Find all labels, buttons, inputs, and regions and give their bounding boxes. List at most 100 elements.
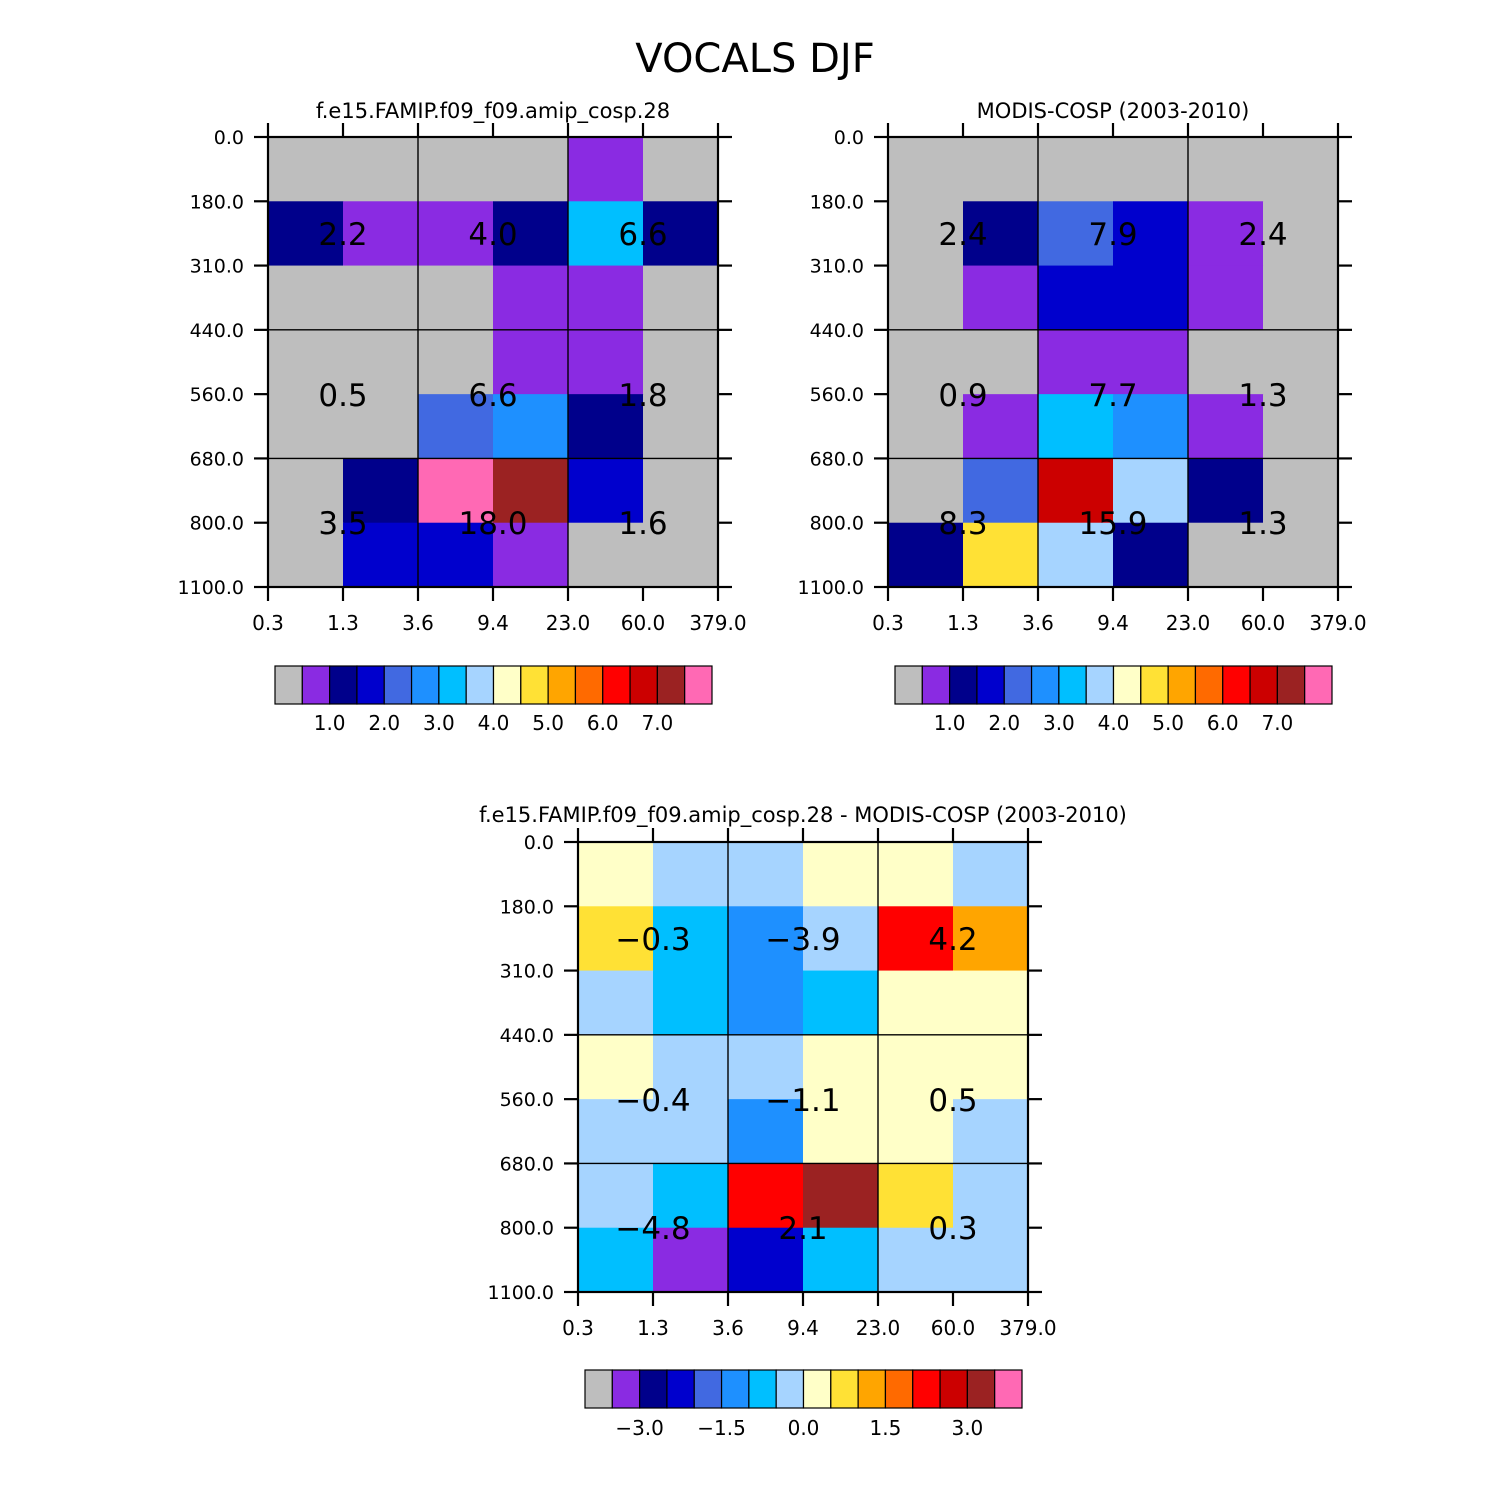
heatmap-cell <box>1113 265 1189 331</box>
heatmap-cell <box>653 1034 729 1100</box>
heatmap-cell <box>1263 394 1339 459</box>
colorbar-box <box>949 665 978 705</box>
block-value-label: 15.9 <box>1078 506 1147 542</box>
heatmap-cell <box>568 137 644 202</box>
heatmap-cell <box>568 201 644 267</box>
block-value-label: 1.3 <box>1238 378 1287 414</box>
block-value-label: 8.3 <box>938 506 987 542</box>
heatmap-cell <box>643 137 719 202</box>
heatmap-cell <box>878 1034 954 1100</box>
y-tick-label: 180.0 <box>500 896 554 918</box>
heatmap-cell <box>963 329 1039 395</box>
heatmap-cell <box>418 265 494 331</box>
colorbar-box <box>1276 665 1306 705</box>
heatmap-cell <box>878 1099 954 1164</box>
heatmap-cell <box>1263 458 1339 524</box>
y-tick-label: 800.0 <box>500 1218 554 1240</box>
y-tick-label: 310.0 <box>810 256 864 278</box>
heatmap-cell <box>953 1227 1029 1293</box>
heatmap-cell <box>653 1163 729 1229</box>
colorbar-box <box>775 1369 805 1409</box>
colorbar-box <box>1140 665 1169 705</box>
block-value-label: 7.7 <box>1088 378 1137 414</box>
heatmap-cell <box>418 394 494 459</box>
heatmap-cell <box>728 1034 804 1100</box>
heatmap-cell <box>578 970 654 1036</box>
heatmap-cell <box>418 201 494 267</box>
heatmap-cell <box>418 522 494 588</box>
colorbar-box <box>966 1369 996 1409</box>
block-value-label: 0.3 <box>928 1211 977 1247</box>
colorbar-box <box>1030 665 1060 705</box>
heatmap-cell <box>268 329 344 395</box>
block-value-label: 6.6 <box>468 378 517 414</box>
colorbar-box <box>629 665 658 705</box>
heatmap-cell <box>1188 137 1264 202</box>
heatmap-cell <box>343 329 419 395</box>
heatmap-cell <box>268 394 344 459</box>
heatmap-cell <box>653 1099 729 1164</box>
block-value-label: 4.0 <box>468 217 517 253</box>
heatmap-cell <box>803 1227 879 1293</box>
heatmap-cell <box>728 1227 804 1293</box>
x-tick-label: 23.0 <box>1166 611 1211 635</box>
heatmap-cell <box>643 265 719 331</box>
block-value-label: 2.4 <box>1238 217 1287 253</box>
colorbar-box <box>520 665 549 705</box>
heatmap-cell <box>953 1099 1029 1164</box>
heatmap-cell <box>578 842 654 907</box>
heatmap-cell <box>963 522 1039 588</box>
heatmap-cell <box>728 1163 804 1229</box>
heatmap-cell <box>343 522 419 588</box>
x-tick-label: 3.6 <box>402 611 434 635</box>
y-tick-label: 310.0 <box>190 256 244 278</box>
block-value-label: 3.5 <box>318 506 367 542</box>
heatmap-cell <box>578 1034 654 1100</box>
heatmap-cell <box>643 394 719 459</box>
heatmap-cell <box>343 394 419 459</box>
heatmap-cell <box>1038 201 1114 267</box>
block-value-label: 7.9 <box>1088 217 1137 253</box>
heatmap-cell <box>343 458 419 524</box>
heatmap-cell <box>568 458 644 524</box>
heatmap-cell <box>643 522 719 588</box>
heatmap-cell <box>878 970 954 1036</box>
colorbar-label: 6.0 <box>1207 711 1239 735</box>
heatmap-cell <box>888 265 964 331</box>
x-tick-label: 60.0 <box>621 611 666 635</box>
heatmap-cell <box>1038 458 1114 524</box>
heatmap-cell <box>1188 329 1264 395</box>
heatmap-cell <box>268 201 344 267</box>
colorbar-box <box>802 1369 832 1409</box>
colorbar-box <box>830 1369 859 1409</box>
y-tick-label: 440.0 <box>500 1025 554 1047</box>
heatmap-cell <box>803 842 879 907</box>
heatmap-cell <box>418 458 494 524</box>
colorbar-box <box>1058 665 1087 705</box>
heatmap-cell <box>1038 265 1114 331</box>
heatmap-cell <box>803 906 879 972</box>
heatmap-cell <box>1188 394 1264 459</box>
colorbar-box <box>438 665 467 705</box>
heatmap-cell <box>953 1163 1029 1229</box>
colorbar-label: 1.0 <box>934 711 966 735</box>
colorbar-box <box>465 665 495 705</box>
colorbar-box <box>301 665 331 705</box>
x-tick-label: 379.0 <box>1309 611 1366 635</box>
heatmap-cell <box>493 265 569 331</box>
block-value-label: 1.8 <box>618 378 667 414</box>
heatmap-cell <box>728 1099 804 1164</box>
colorbar-box <box>994 1369 1023 1409</box>
heatmap-cell <box>953 1034 1029 1100</box>
heatmap-cell <box>888 201 964 267</box>
heatmap-cell <box>888 522 964 588</box>
heatmap-cell <box>643 329 719 395</box>
figure-title: VOCALS DJF <box>635 36 874 82</box>
y-tick-label: 560.0 <box>810 384 864 406</box>
heatmap-cell <box>1113 137 1189 202</box>
x-tick-label: 9.4 <box>477 611 509 635</box>
block-value-label: 2.4 <box>938 217 987 253</box>
heatmap-cell <box>803 970 879 1036</box>
heatmap-cell <box>653 970 729 1036</box>
